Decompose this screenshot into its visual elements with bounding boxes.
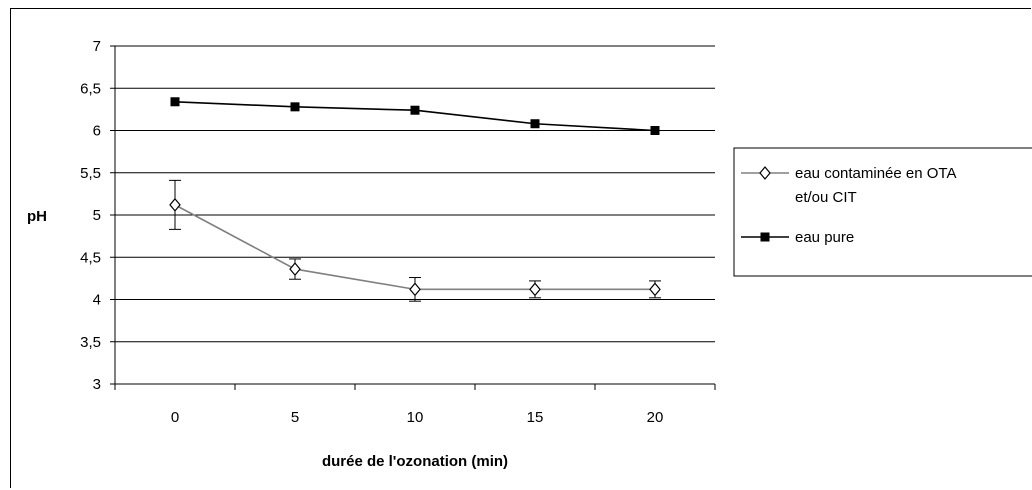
- square-marker: [411, 106, 419, 114]
- series-line: [175, 205, 655, 289]
- diamond-marker: [530, 283, 540, 295]
- square-marker: [651, 127, 659, 135]
- y-tick-label: 3,5: [80, 334, 101, 351]
- diamond-marker: [650, 283, 660, 295]
- square-marker: [761, 233, 769, 241]
- square-marker: [291, 103, 299, 111]
- y-tick-label: 3: [93, 376, 101, 393]
- y-tick-label: 4: [93, 292, 101, 309]
- y-tick-label: 5: [93, 207, 101, 224]
- legend-label: eau pure: [795, 229, 854, 246]
- y-tick-label: 6: [93, 123, 101, 140]
- x-axis-title: durée de l'ozonation (min): [322, 453, 508, 470]
- legend-label: eau contaminée en OTA: [795, 165, 956, 182]
- x-tick-label: 10: [407, 409, 424, 426]
- x-tick-label: 20: [647, 409, 664, 426]
- y-tick-label: 7: [93, 38, 101, 55]
- legend-label: et/ou CIT: [795, 189, 857, 206]
- x-tick-label: 5: [291, 409, 299, 426]
- x-tick-label: 0: [171, 409, 179, 426]
- y-tick-label: 5,5: [80, 165, 101, 182]
- y-tick-label: 4,5: [80, 249, 101, 266]
- diamond-marker: [170, 199, 180, 211]
- y-axis-title: pH: [27, 208, 47, 225]
- diamond-marker: [410, 283, 420, 295]
- y-tick-label: 6,5: [80, 80, 101, 97]
- diamond-marker: [290, 263, 300, 275]
- square-marker: [531, 120, 539, 128]
- x-tick-label: 15: [527, 409, 544, 426]
- square-marker: [171, 98, 179, 106]
